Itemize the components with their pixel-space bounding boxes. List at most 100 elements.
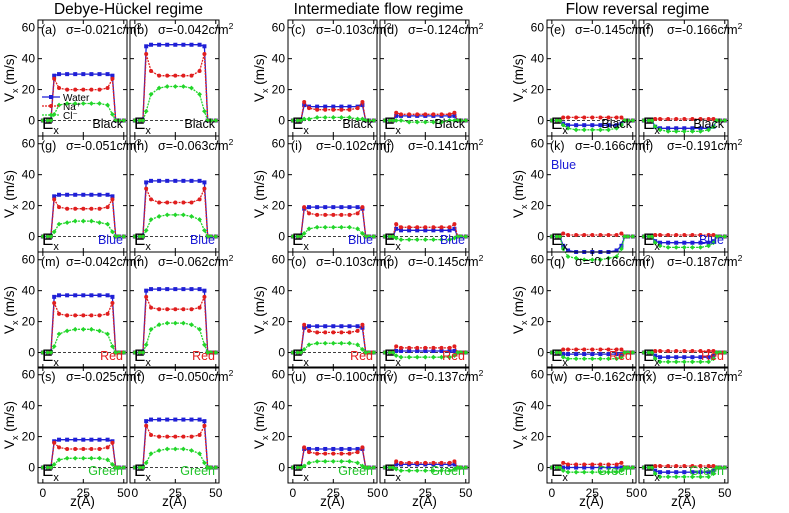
- data-point: [51, 111, 57, 117]
- data-point: [314, 340, 320, 346]
- series-cl: [641, 234, 728, 250]
- data-point: [665, 128, 671, 134]
- y-tick-label: 0: [278, 346, 285, 360]
- data-point: [121, 465, 127, 470]
- data-point: [302, 205, 307, 210]
- data-point: [89, 293, 94, 298]
- field-label: Ex: [384, 230, 401, 253]
- data-point: [666, 126, 671, 131]
- data-point: [658, 348, 663, 353]
- data-point: [65, 192, 70, 197]
- data-point: [387, 118, 393, 123]
- data-point: [208, 118, 214, 123]
- data-point: [394, 222, 399, 227]
- data-point: [322, 224, 328, 230]
- data-point: [197, 451, 202, 457]
- data-point: [172, 212, 178, 218]
- data-point: [331, 212, 336, 217]
- sigma-label: σ=-0.025c/m2: [66, 368, 142, 384]
- data-point: [173, 42, 178, 47]
- data-point: [649, 118, 655, 123]
- field-label: Ex: [42, 114, 59, 137]
- data-point: [439, 228, 444, 233]
- series-line: [292, 100, 374, 122]
- data-point: [202, 227, 207, 233]
- data-point: [557, 234, 563, 239]
- y-axis-label: Vx (m/s): [511, 170, 529, 218]
- series-cl: [382, 118, 469, 125]
- data-point: [582, 352, 587, 357]
- sigma-exponent: 2: [387, 253, 392, 263]
- data-point: [307, 211, 312, 216]
- data-point: [682, 232, 687, 237]
- data-point: [105, 86, 110, 91]
- sigma-label: σ=-0.103c/m2: [316, 21, 392, 37]
- data-point: [322, 458, 328, 464]
- sigma-label: σ=-0.050c/m2: [158, 368, 234, 384]
- data-point: [302, 322, 307, 327]
- data-point: [439, 112, 444, 117]
- data-point: [666, 355, 671, 360]
- data-point: [205, 118, 211, 123]
- data-point: [431, 345, 436, 350]
- row-tag: Black: [434, 117, 465, 131]
- data-point: [73, 437, 78, 442]
- y-tick-label: 0: [28, 114, 35, 128]
- data-point: [614, 125, 619, 131]
- row-tag: Red: [442, 349, 465, 363]
- data-point: [422, 119, 428, 125]
- data-point: [431, 119, 436, 125]
- data-point: [690, 359, 695, 365]
- data-point: [144, 186, 149, 191]
- data-point: [422, 237, 428, 243]
- data-point: [557, 465, 563, 470]
- data-point: [144, 52, 149, 57]
- data-point: [394, 110, 399, 115]
- data-point: [173, 178, 178, 183]
- field-label: Ex: [551, 461, 568, 484]
- data-point: [394, 459, 399, 464]
- sigma-label: σ=-0.102c/m2: [316, 137, 392, 153]
- x-axis-label: z(Å): [412, 494, 437, 509]
- data-point: [323, 107, 328, 112]
- y-axis-label-unit: (m/s): [252, 170, 267, 205]
- y-axis-label-sub: x: [519, 204, 529, 209]
- data-point: [690, 244, 695, 250]
- data-point: [598, 465, 603, 470]
- data-point: [137, 118, 143, 123]
- data-point: [45, 465, 51, 470]
- panel-frame: [638, 251, 729, 369]
- y-axis-label-sub: x: [260, 320, 270, 325]
- data-point: [452, 222, 457, 227]
- panel-label: (a): [41, 23, 56, 37]
- data-point: [355, 226, 360, 232]
- data-point: [360, 445, 365, 450]
- series-cl: [549, 465, 636, 475]
- sigma-label: σ=-0.145c/m2: [575, 21, 651, 37]
- data-point: [447, 468, 452, 474]
- data-point: [208, 234, 214, 239]
- data-point: [423, 228, 428, 233]
- field-label: Ex: [384, 114, 401, 137]
- data-point: [156, 322, 162, 328]
- data-point: [682, 126, 687, 131]
- data-point: [189, 322, 194, 328]
- data-point: [406, 468, 412, 474]
- data-point: [566, 248, 571, 253]
- data-point: [717, 350, 723, 355]
- data-point: [706, 243, 711, 249]
- data-point: [181, 212, 186, 218]
- data-point: [625, 350, 631, 355]
- data-point: [110, 440, 115, 445]
- data-point: [581, 127, 587, 133]
- data-point: [423, 460, 428, 465]
- x-tick-label: 25: [77, 486, 91, 500]
- row-tag: Black: [601, 117, 632, 131]
- x-axis-label: z(Å): [579, 494, 604, 509]
- sigma-exponent: 2: [229, 253, 234, 263]
- data-point: [64, 455, 70, 461]
- data-point: [393, 118, 399, 123]
- data-point: [658, 355, 663, 360]
- data-point: [110, 73, 115, 78]
- data-point: [97, 87, 102, 92]
